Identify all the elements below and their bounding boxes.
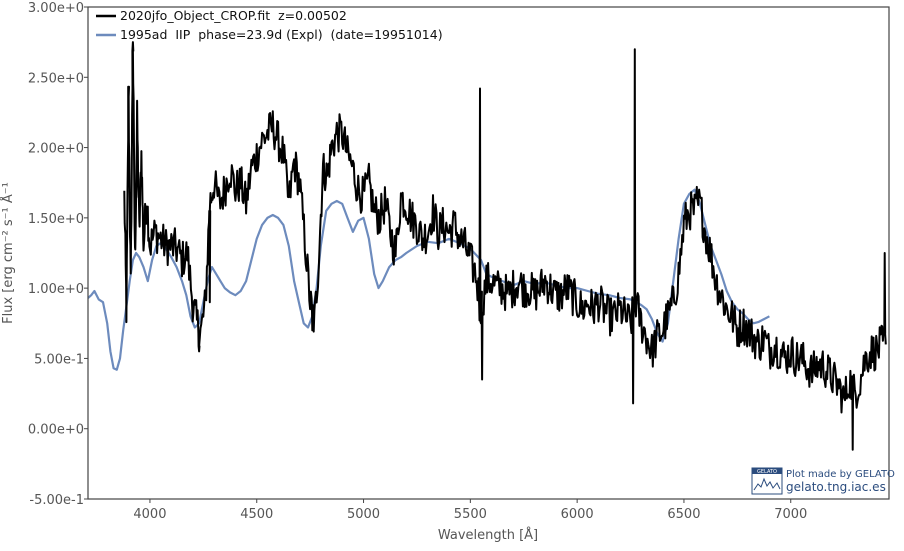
series-layer: [88, 41, 887, 451]
x-tick-label: 6500: [667, 507, 700, 522]
plot-frame: [87, 6, 890, 500]
gelato-logo-badge: GELATO: [757, 469, 777, 475]
legend-label-2: 1995ad IIP phase=23.9d (Expl) (date=1995…: [120, 27, 443, 42]
y-axis: -5.00e-1 0.00e+0 5.00e-1 1.00e+0 1.50e+0 2.00…: [28, 1, 88, 508]
y-tick-label: 5.00e-1: [34, 352, 84, 367]
y-tick-label: 1.00e+0: [28, 282, 84, 297]
gelato-logo-band: [752, 468, 782, 474]
y-axis-label: Flux [erg cm⁻² s⁻¹ Å⁻¹: [0, 182, 16, 324]
x-tick-label: 4500: [240, 507, 273, 522]
x-tick-label: 6000: [561, 507, 594, 522]
y-tick-label: -5.00e-1: [29, 493, 84, 508]
x-tick-label: 5000: [347, 507, 380, 522]
x-tick-label: 5500: [454, 507, 487, 522]
credit-line-2: gelato.tng.iac.es: [786, 480, 886, 494]
legend-label-1: 2020jfo_Object_CROP.fit z=0.00502: [120, 8, 347, 23]
x-axis: 4000 4500 5000 5500 6000 6500 7000: [133, 499, 807, 522]
series-line-1: [123, 41, 887, 451]
y-tick-label: 2.50e+0: [28, 71, 84, 86]
gelato-credit: GELATO Plot made by GELATO gelato.tng.ia…: [751, 467, 895, 495]
y-tick-label: 3.00e+0: [28, 1, 84, 16]
y-tick-label: 0.00e+0: [28, 423, 84, 438]
gelato-logo-graph-icon: [753, 477, 781, 491]
y-tick-label: 2.00e+0: [28, 142, 84, 157]
legend: 2020jfo_Object_CROP.fit z=0.00502 1995ad …: [96, 8, 443, 42]
credit-line-1: Plot made by GELATO: [786, 469, 895, 480]
x-tick-label: 4000: [133, 507, 166, 522]
y-tick-label: 1.50e+0: [28, 212, 84, 227]
x-axis-label: Wavelength [Å]: [438, 527, 538, 543]
x-tick-label: 7000: [774, 507, 807, 522]
